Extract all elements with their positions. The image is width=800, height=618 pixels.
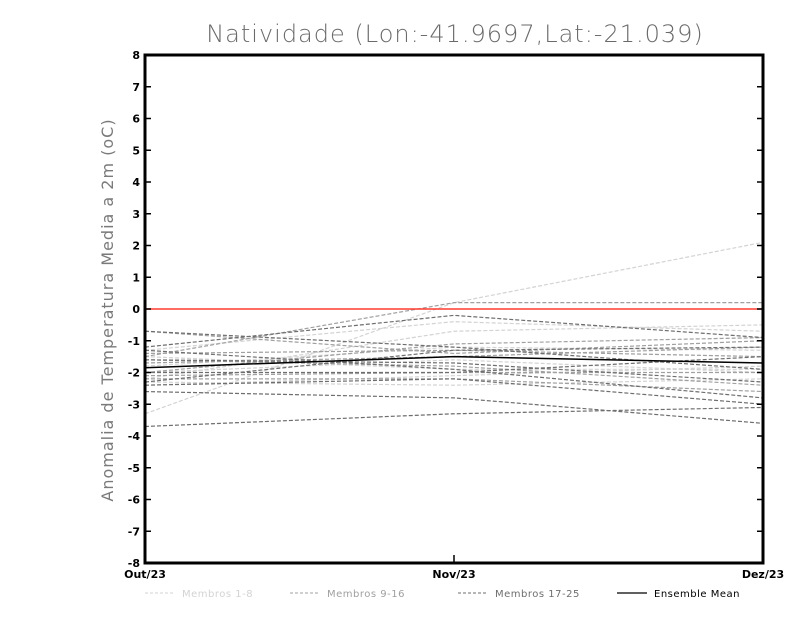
legend: Membros 1-8 Membros 9-16 Membros 17-25 Ense… (145, 589, 740, 600)
y-tick-layer: 8 7 6 5 4 3 2 1 0 -1 -2 -3 -4 -5 -6 -7 -8 (128, 49, 763, 570)
y-tick-label: -1 (128, 335, 140, 348)
y-tick-label: 5 (132, 144, 140, 157)
y-tick-label: -3 (128, 398, 140, 411)
y-tick-label: 0 (132, 303, 140, 316)
x-tick-label: Nov/23 (432, 568, 475, 581)
series-line-12 (144, 349, 764, 358)
series-line-23 (144, 359, 764, 383)
x-tick-label: Dez/23 (742, 568, 784, 581)
y-tick-label: 8 (132, 49, 140, 62)
chart-title: Natividade (Lon:-41.9697,Lat:-21.039) (206, 20, 704, 48)
series-line-20 (144, 378, 764, 405)
series-line-9 (144, 302, 763, 358)
y-tick-label: -7 (128, 525, 140, 538)
y-tick-label: 6 (132, 113, 140, 126)
series-line-24 (145, 356, 764, 374)
series-layer (144, 241, 764, 428)
legend-label: Ensemble Mean (654, 589, 740, 600)
x-tick-layer: Out/23 Nov/23 Dez/23 (124, 555, 784, 581)
y-axis-label: Anomalia de Temperatura Media a 2m (oC) (98, 118, 117, 501)
series-line-19 (144, 406, 764, 428)
legend-item-4: Ensemble Mean (617, 589, 740, 600)
legend-item-2: Membros 9-16 (290, 589, 405, 600)
series-line-6 (144, 365, 764, 386)
series-line-5 (144, 321, 764, 351)
y-tick-label: -5 (128, 462, 140, 475)
y-tick-label: 2 (132, 240, 140, 253)
series-line-16 (144, 330, 764, 355)
y-tick-label: -4 (128, 430, 141, 443)
series-line-18 (144, 314, 764, 348)
series-line-2 (144, 324, 764, 380)
y-tick-label: 4 (132, 176, 140, 189)
series-line-8 (144, 359, 764, 374)
y-tick-label: 1 (132, 271, 140, 284)
y-tick-label: -6 (128, 494, 141, 507)
legend-label: Membros 9-16 (327, 589, 405, 600)
y-tick-label: 7 (132, 81, 140, 94)
series-line-21 (144, 349, 764, 399)
legend-label: Membros 17-25 (495, 589, 580, 600)
series-line-22 (144, 390, 764, 424)
legend-item-3: Membros 17-25 (458, 589, 580, 600)
series-line-1 (144, 241, 764, 415)
series-line-10 (144, 336, 764, 374)
x-tick-label: Out/23 (124, 568, 166, 581)
legend-item-1: Membros 1-8 (145, 589, 253, 600)
y-tick-label: 3 (132, 208, 140, 221)
series-line-26 (144, 355, 764, 369)
series-line-25 (144, 346, 764, 383)
y-tick-label: -2 (128, 367, 140, 380)
series-line-11 (144, 359, 764, 386)
legend-label: Membros 1-8 (182, 589, 253, 600)
y-tick-label: -8 (128, 557, 140, 570)
